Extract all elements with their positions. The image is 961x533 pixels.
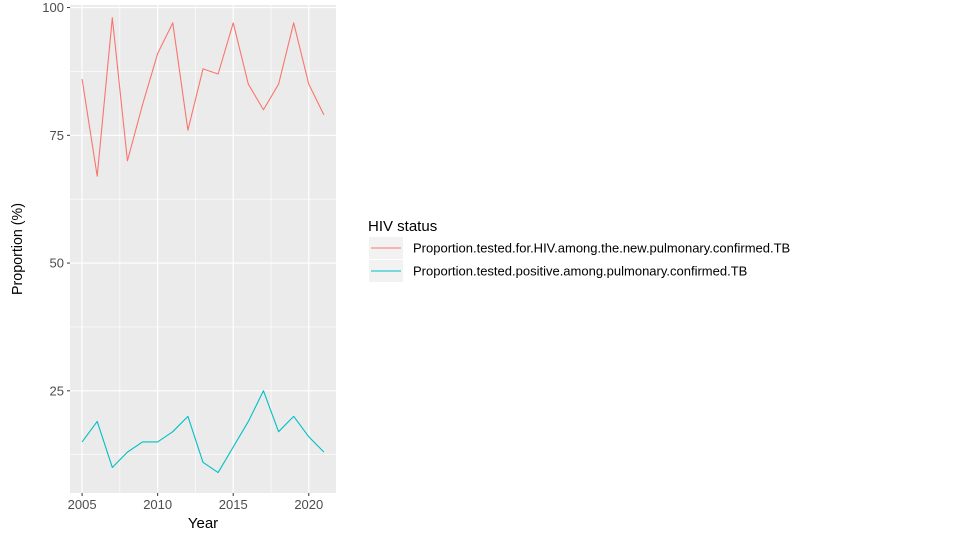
y-tick-label: 50 xyxy=(50,256,64,271)
series-lines xyxy=(81,17,325,474)
x-tick-label: 2015 xyxy=(219,497,248,512)
series-line-2 xyxy=(81,390,325,474)
legend-label: Proportion.tested.for.HIV.among.the.new.… xyxy=(413,241,790,256)
x-tick-label: 2020 xyxy=(294,497,323,512)
gridlines xyxy=(70,5,336,493)
x-tick-label: 2005 xyxy=(68,497,97,512)
x-axis-title: Year xyxy=(188,515,218,532)
panel-background xyxy=(70,5,336,493)
axis-ticks: 25 50 75 100 2005 2010 2015 2020 xyxy=(42,0,323,512)
y-tick-label: 75 xyxy=(50,128,64,143)
legend-label: Proportion.tested.positive.among.pulmona… xyxy=(413,264,747,279)
y-tick-label: 100 xyxy=(42,0,64,15)
x-tick-label: 2010 xyxy=(143,497,172,512)
y-axis-title: Proportion (%) xyxy=(9,203,26,295)
series-line-1 xyxy=(81,17,325,177)
legend: HIV status Proportion.tested.for.HIV.amo… xyxy=(368,218,790,282)
y-tick-label: 25 xyxy=(50,383,64,398)
legend-title: HIV status xyxy=(368,218,437,235)
